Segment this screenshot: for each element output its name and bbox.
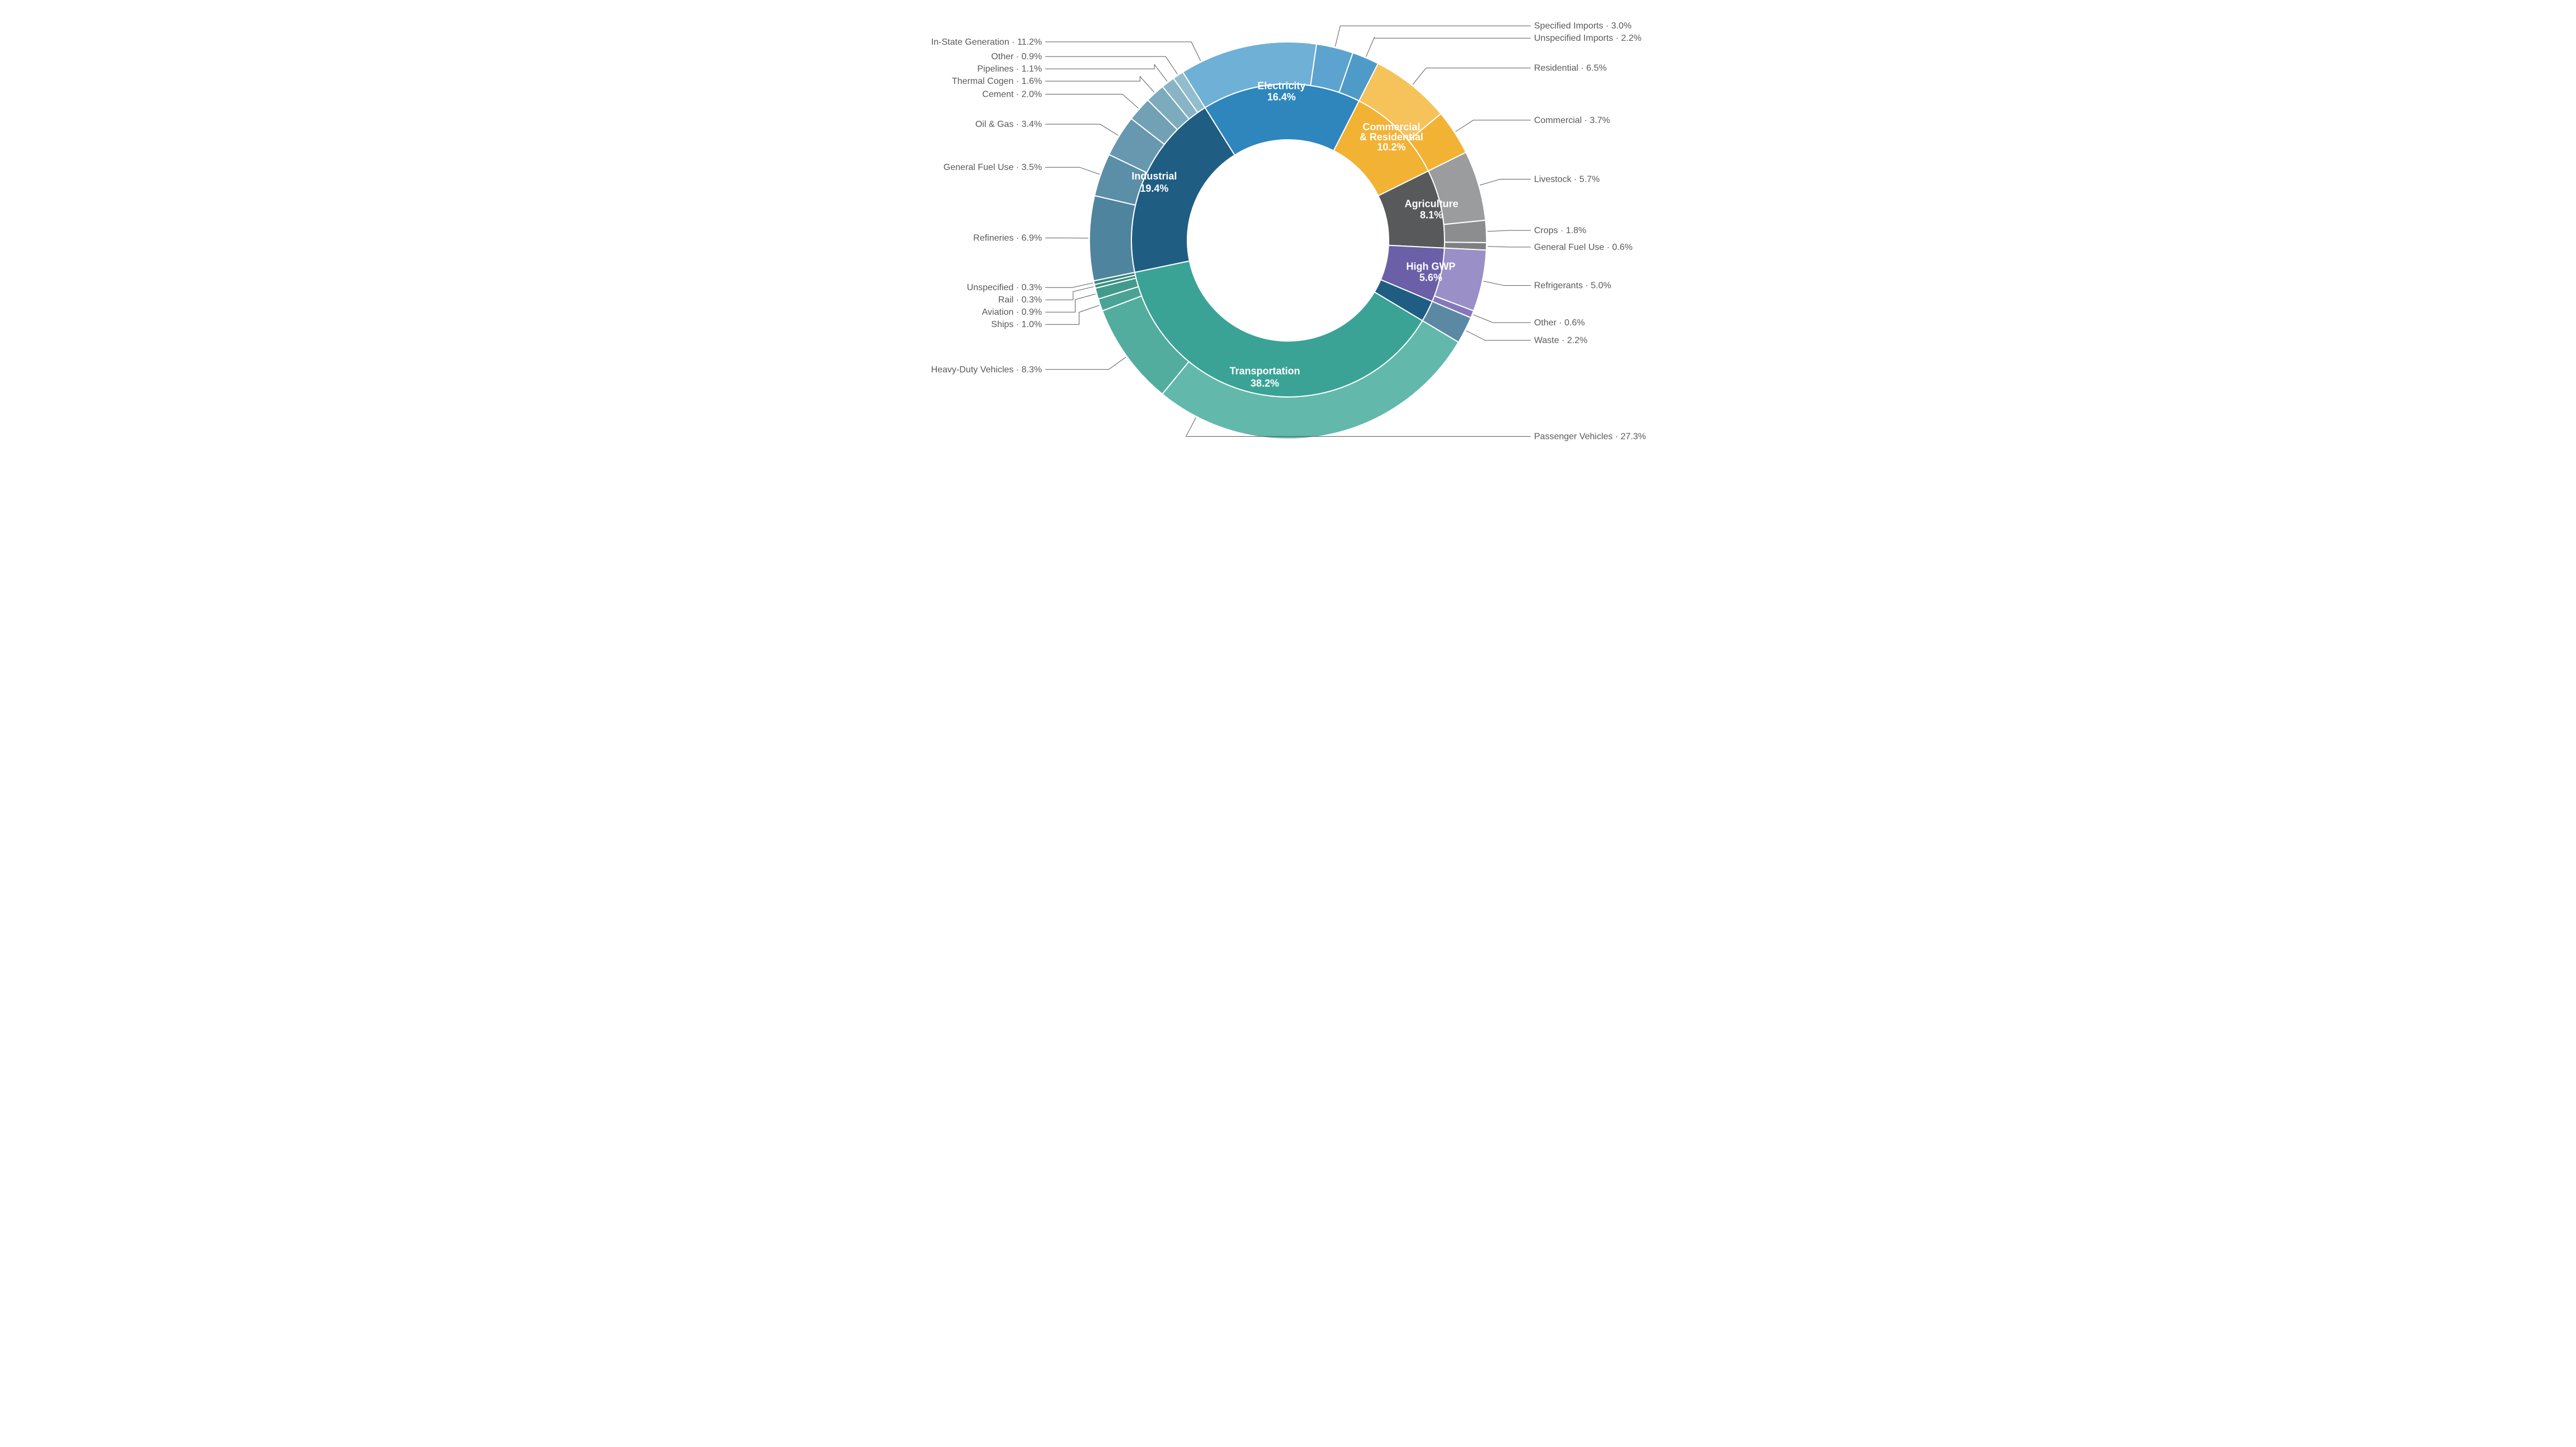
outer-segment-label: In-State Generation · 11.2% bbox=[931, 37, 1042, 47]
leader-line bbox=[1045, 167, 1100, 174]
outer-segment-label: Specified Imports · 3.0% bbox=[1534, 21, 1631, 31]
outer-segment-label: Livestock · 5.7% bbox=[1534, 175, 1600, 185]
outer-segment-label: Refrigerants · 5.0% bbox=[1534, 281, 1611, 291]
leader-line bbox=[1473, 315, 1531, 323]
outer-segment-label: General Fuel Use · 3.5% bbox=[943, 163, 1042, 172]
leader-line bbox=[1045, 94, 1138, 108]
outer-segment-label: Oil & Gas · 3.4% bbox=[975, 120, 1042, 129]
leader-line bbox=[1045, 287, 1094, 300]
leader-line bbox=[1483, 281, 1531, 286]
outer-segment bbox=[1444, 220, 1487, 243]
outer-segment-label: Commercial · 3.7% bbox=[1534, 116, 1610, 125]
outer-segment-label: Thermal Cogen · 1.6% bbox=[952, 77, 1042, 86]
outer-segment-label: Pipelines · 1.1% bbox=[977, 64, 1042, 74]
outer-segment-label: Heavy-Duty Vehicles · 8.3% bbox=[931, 365, 1042, 375]
leader-line bbox=[1045, 77, 1154, 92]
leader-line bbox=[1366, 37, 1531, 56]
leader-line bbox=[1045, 283, 1093, 287]
outer-segment-label: Refineries · 6.9% bbox=[973, 234, 1042, 243]
leader-line bbox=[1480, 179, 1531, 186]
leader-line bbox=[1488, 230, 1531, 231]
outer-segment-label: Rail · 0.3% bbox=[998, 295, 1042, 305]
outer-segment-label: Crops · 1.8% bbox=[1534, 226, 1586, 235]
emissions-sunburst-chart: Electricity16.4%Commercial& Residential1… bbox=[885, 0, 1691, 481]
outer-segment-label: Ships · 1.0% bbox=[991, 320, 1042, 329]
outer-segment-label: Cement · 2.0% bbox=[982, 89, 1042, 99]
outer-segment-label: Residential · 6.5% bbox=[1534, 64, 1607, 73]
outer-segment-label: Unspecified Imports · 2.2% bbox=[1534, 34, 1641, 43]
leader-line bbox=[1335, 26, 1531, 46]
leader-line bbox=[1045, 64, 1167, 81]
leader-line bbox=[1045, 56, 1177, 74]
outer-segment-label: General Fuel Use · 0.6% bbox=[1534, 243, 1633, 252]
leader-line bbox=[1455, 120, 1531, 132]
leader-line bbox=[1413, 68, 1531, 85]
leader-line bbox=[1466, 330, 1531, 340]
leader-line bbox=[1045, 124, 1118, 135]
leader-line bbox=[1045, 357, 1126, 370]
outer-segment bbox=[1089, 196, 1135, 281]
outer-segment-label: Unspecified · 0.3% bbox=[967, 283, 1042, 292]
outer-segment-label: Other · 0.6% bbox=[1534, 318, 1585, 328]
leader-line bbox=[1045, 42, 1201, 61]
outer-segment-label: Waste · 2.2% bbox=[1534, 336, 1587, 346]
outer-segment-label: Other · 0.9% bbox=[991, 52, 1042, 62]
outer-segment-label: Passenger Vehicles · 27.3% bbox=[1534, 432, 1646, 441]
leader-line bbox=[1045, 305, 1099, 324]
outer-segment-label: Aviation · 0.9% bbox=[982, 308, 1042, 317]
